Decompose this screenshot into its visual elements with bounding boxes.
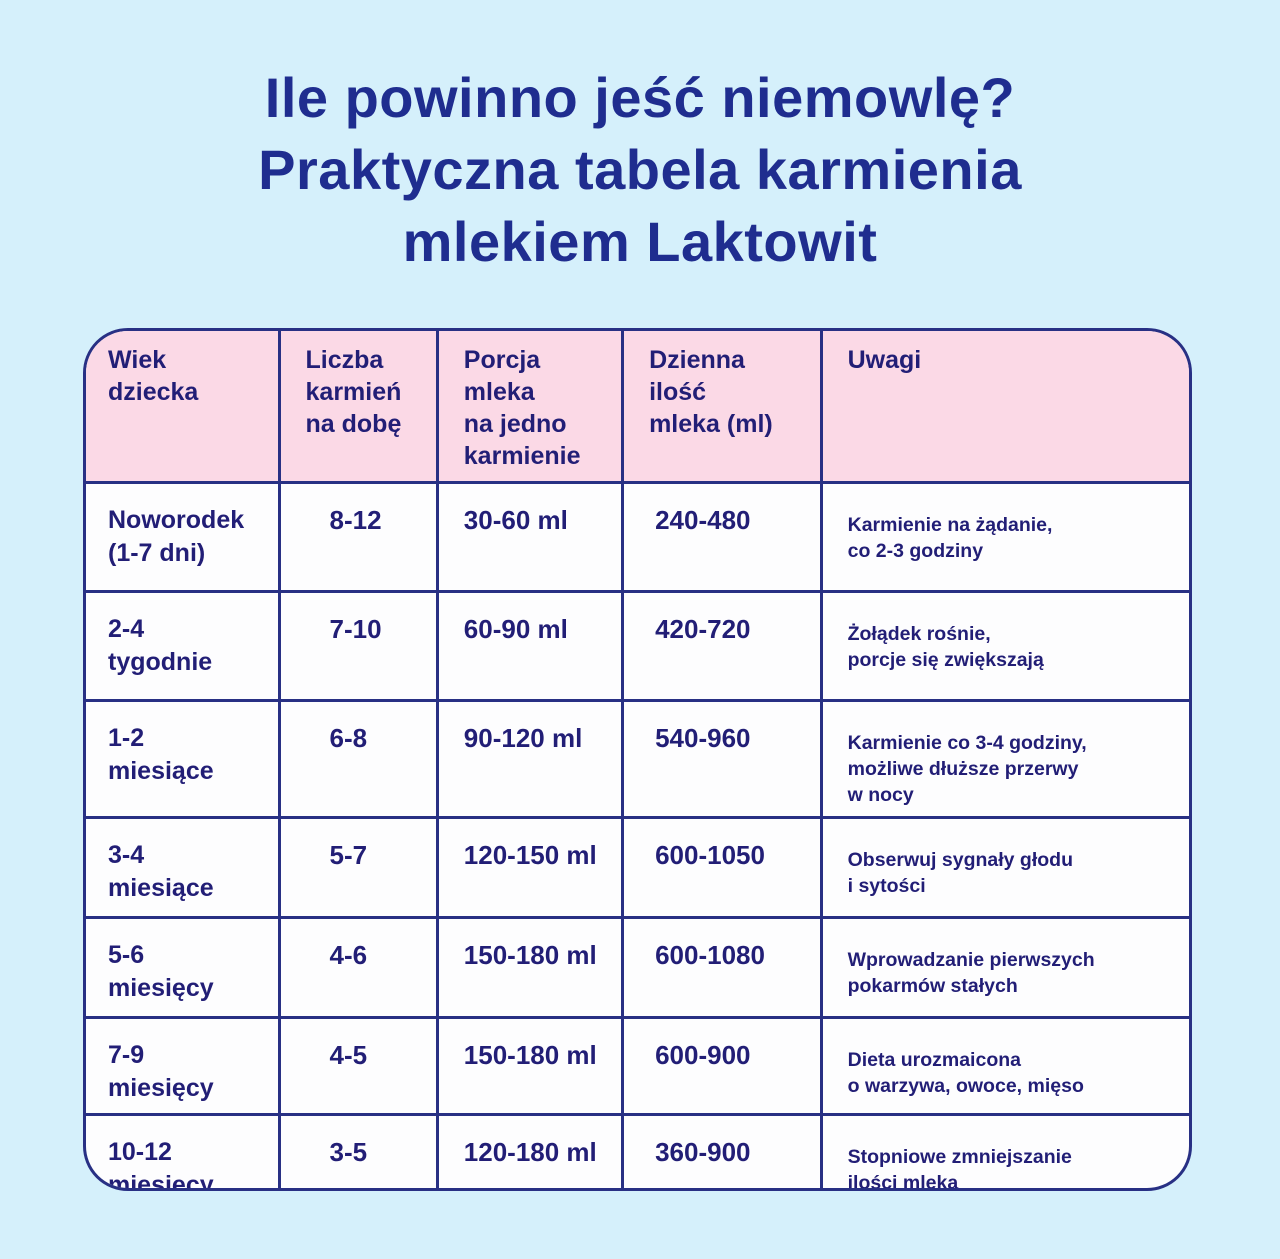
column-header-notes: Uwagi — [821, 331, 1189, 484]
cell-feedings-per-day: 7-10 — [279, 591, 439, 702]
cell-notes: Karmienie co 3-4 godziny, możliwe dłuższ… — [821, 700, 1189, 819]
column-header-age: Wiek dziecka — [86, 331, 281, 484]
cell-feedings-per-day: 5-7 — [279, 817, 439, 919]
table-header-row: Wiek dziecka Liczba karmień na dobę Porc… — [86, 331, 1189, 484]
cell-notes: Żołądek rośnie, porcje się zwiększają — [821, 591, 1189, 702]
feeding-table-grid: Wiek dziecka Liczba karmień na dobę Porc… — [86, 331, 1189, 1191]
cell-portion-per-feeding: 120-180 ml — [437, 1114, 625, 1188]
table-row: 3-4 miesiące 5-7 120-150 ml 600-1050 Obs… — [86, 817, 1189, 919]
cell-daily-amount: 540-960 — [622, 700, 823, 819]
cell-notes: Wprowadzanie pierwszych pokarmów stałych — [821, 917, 1189, 1019]
table-row: 10-12 miesięcy 3-5 120-180 ml 360-900 St… — [86, 1114, 1189, 1191]
cell-portion-per-feeding: 150-180 ml — [437, 917, 625, 1019]
cell-feedings-per-day: 4-5 — [279, 1017, 439, 1116]
cell-notes: Dieta urozmaicona o warzywa, owoce, mięs… — [821, 1017, 1189, 1116]
cell-feedings-per-day: 6-8 — [279, 700, 439, 819]
column-header-daily-amount: Dzienna ilość mleka (ml) — [622, 331, 823, 484]
cell-age: 3-4 miesiące — [86, 817, 281, 919]
cell-daily-amount: 600-1080 — [622, 917, 823, 1019]
cell-notes: Stopniowe zmniejszanie ilości mleka — [847, 1145, 1072, 1191]
cell-daily-amount: 600-900 — [622, 1017, 823, 1116]
feeding-table: Wiek dziecka Liczba karmień na dobę Porc… — [83, 328, 1192, 1191]
page-title-line-3: mlekiem Laktowit — [402, 210, 878, 273]
cell-age: Noworodek (1-7 dni) — [86, 482, 281, 593]
cell-feedings-per-day: 4-6 — [279, 917, 439, 1019]
cell-age: 5-6 miesięcy — [86, 917, 281, 1019]
cell-feedings-per-day: 3-5 — [279, 1114, 439, 1188]
cell-daily-amount: 240-480 — [622, 482, 823, 593]
cell-daily-amount: 600-1050 — [622, 817, 823, 919]
cell-age: 2-4 tygodnie — [86, 591, 281, 702]
cell-notes: Obserwuj sygnały głodu i sytości — [821, 817, 1189, 919]
cell-daily-amount: 360-900 — [622, 1114, 823, 1188]
table-row: 7-9 miesięcy 4-5 150-180 ml 600-900 Diet… — [86, 1017, 1189, 1116]
cell-portion-per-feeding: 30-60 ml — [437, 482, 625, 593]
table-row: 5-6 miesięcy 4-6 150-180 ml 600-1080 Wpr… — [86, 917, 1189, 1019]
page-title-line-2: Praktyczna tabela karmienia — [258, 138, 1022, 201]
column-header-feedings-per-day: Liczba karmień na dobę — [279, 331, 439, 484]
column-header-portion-per-feeding: Porcja mleka na jedno karmienie — [437, 331, 625, 484]
cell-portion-per-feeding: 150-180 ml — [437, 1017, 625, 1116]
table-row: Noworodek (1-7 dni) 8-12 30-60 ml 240-48… — [86, 482, 1189, 593]
cell-portion-per-feeding: 120-150 ml — [437, 817, 625, 919]
page-title: Ile powinno jeść niemowlę? Praktyczna ta… — [0, 62, 1280, 278]
cell-notes: Karmienie na żądanie, co 2-3 godziny — [821, 482, 1189, 593]
table-row: 2-4 tygodnie 7-10 60-90 ml 420-720 Żołąd… — [86, 591, 1189, 702]
cell-age: 7-9 miesięcy — [86, 1017, 281, 1116]
cell-age: 1-2 miesiące — [86, 700, 281, 819]
cell-daily-amount: 420-720 — [622, 591, 823, 702]
page-title-line-1: Ile powinno jeść niemowlę? — [264, 66, 1016, 129]
table-row: 1-2 miesiące 6-8 90-120 ml 540-960 Karmi… — [86, 700, 1189, 819]
cell-feedings-per-day: 8-12 — [279, 482, 439, 593]
cell-portion-per-feeding: 90-120 ml — [437, 700, 625, 819]
cell-age: 10-12 miesięcy — [86, 1114, 281, 1188]
cell-portion-per-feeding: 60-90 ml — [437, 591, 625, 702]
